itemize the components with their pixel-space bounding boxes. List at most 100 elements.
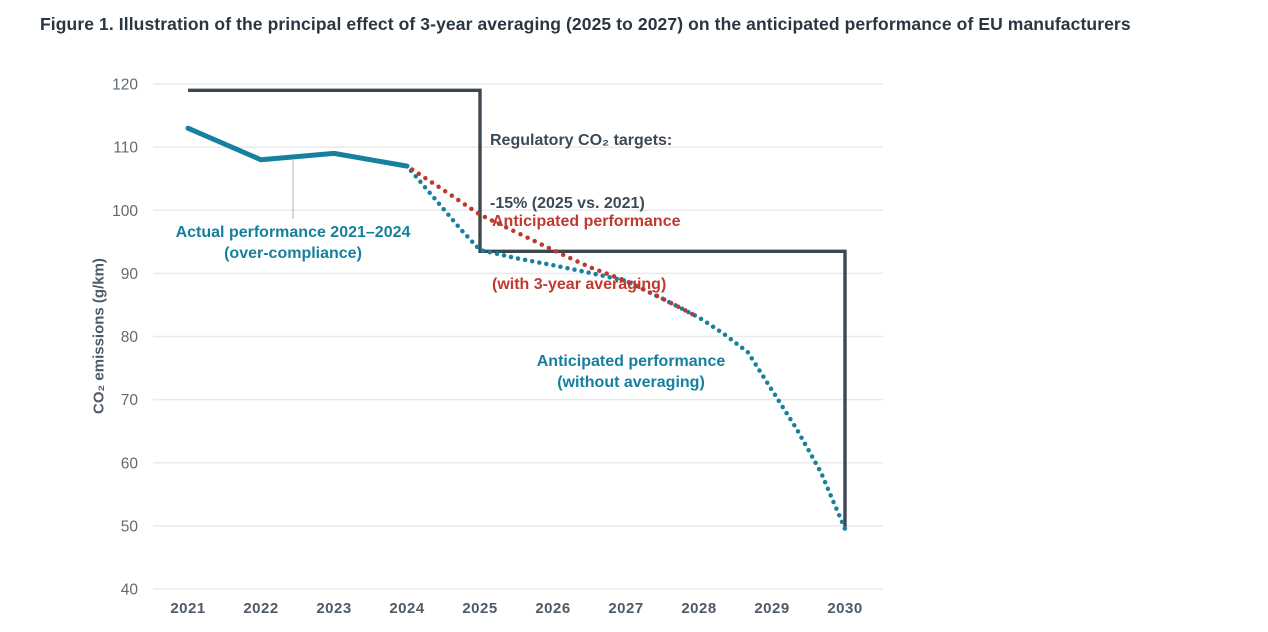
series-dot [813,460,818,466]
series-dot [436,184,441,190]
y-tick-label: 50 [121,518,139,535]
series-dot [661,297,667,302]
series-dot [619,276,624,282]
series-dot [586,270,591,275]
annotation-line-2: (over-compliance) [224,245,362,262]
y-tick-label: 110 [113,140,138,157]
series-dot [640,286,646,292]
series-dot [539,242,545,247]
annotation-regulatory-targets: Regulatory CO₂ targets: -15% (2025 vs. 2… [490,88,672,235]
series-dot [436,201,442,206]
series-dot [537,260,542,265]
series-dot [710,324,716,330]
x-tick-label: 2022 [243,600,278,617]
series-dot [753,362,758,367]
series-dot [432,195,437,201]
series-dot [462,202,468,207]
y-axis-ticks: 40 50 60 70 80 90 100 110 120 [112,77,138,599]
series-dot [489,218,495,223]
series-dot [480,248,486,253]
series-dot [518,232,523,237]
series-with_averaging [409,167,695,317]
y-tick-label: 40 [121,582,139,599]
series-dot [828,493,833,498]
series-dot [604,271,609,276]
annotation-line-2: -15% (2025 vs. 2021) [490,195,645,212]
series-dot [515,256,521,261]
annotation-actual-performance: Actual performance 2021–2024 (over-compl… [168,222,418,264]
y-tick-label: 90 [121,266,139,283]
series-dot [764,380,770,385]
series-dot [589,265,595,271]
y-tick-label: 60 [121,455,139,472]
series-dot [607,275,612,280]
x-tick-label: 2027 [608,600,643,617]
series-dot [496,221,502,227]
series-dot [413,174,418,179]
series-dot [579,268,584,274]
series-dot [716,328,722,333]
series-dot [465,234,470,239]
series-dot [522,257,528,263]
series-dot [429,180,435,185]
series-dot [802,441,808,447]
series-dot [799,435,804,440]
x-tick-label: 2024 [389,600,425,617]
series-dot [422,185,428,190]
series-dot [768,386,774,392]
series-dot [582,262,587,268]
series-dot [806,447,811,453]
series-dot [449,193,455,198]
y-tick-label: 80 [121,329,139,346]
series-dot [418,179,423,185]
x-tick-label: 2023 [316,600,351,617]
series-dot [450,217,456,223]
series-dot [626,280,631,285]
y-axis-label: CO₂ emissions (g/km) [90,258,108,414]
series-dot [728,336,734,342]
series-dot [525,235,530,240]
x-axis-ticks: 2021 2022 2023 2024 2025 2026 2027 2028 2029 2030 [170,600,862,617]
series-dot [749,356,755,361]
series-dot [494,251,500,257]
series-dot [820,473,825,478]
annotation-line-2: (with 3-year averaging) [492,276,667,293]
series-dot [442,188,448,194]
series-dot [600,273,605,278]
series-dot [546,245,552,251]
series-dot [654,293,660,299]
annotation-line-1: Anticipated performance [536,353,726,370]
series-dot [508,254,514,260]
series-dot [683,308,688,313]
annotation-line-1: Actual performance 2021–2024 [175,224,411,241]
series-dot [560,252,566,258]
series-dot [834,506,839,511]
series-dot [780,404,785,410]
series-actual_performance [185,125,410,169]
series-regulatory_targets [188,88,847,529]
y-tick-label: 120 [112,77,138,94]
series-dot [757,368,762,373]
series-dot [816,466,822,472]
series-dot [739,345,745,351]
series-dot [475,211,481,216]
series-dot [565,265,570,271]
series-dot [597,268,602,274]
x-tick-label: 2029 [754,600,789,617]
series-dot [487,250,493,255]
series-dot [745,350,751,355]
annotation-line-2: (without averaging) [557,374,705,391]
series-dot [551,263,556,268]
x-tick-label: 2028 [681,600,716,617]
annotation-with-averaging: Anticipated performance (with 3-year ave… [492,169,680,316]
series-dot [441,206,446,212]
gridlines [153,83,883,590]
series-dot [593,271,598,277]
series-dot [822,479,828,485]
series-dot [460,228,465,234]
series-dot [446,212,451,217]
series-dot [668,300,674,306]
series-dot [611,274,617,279]
series-dot [409,167,415,172]
